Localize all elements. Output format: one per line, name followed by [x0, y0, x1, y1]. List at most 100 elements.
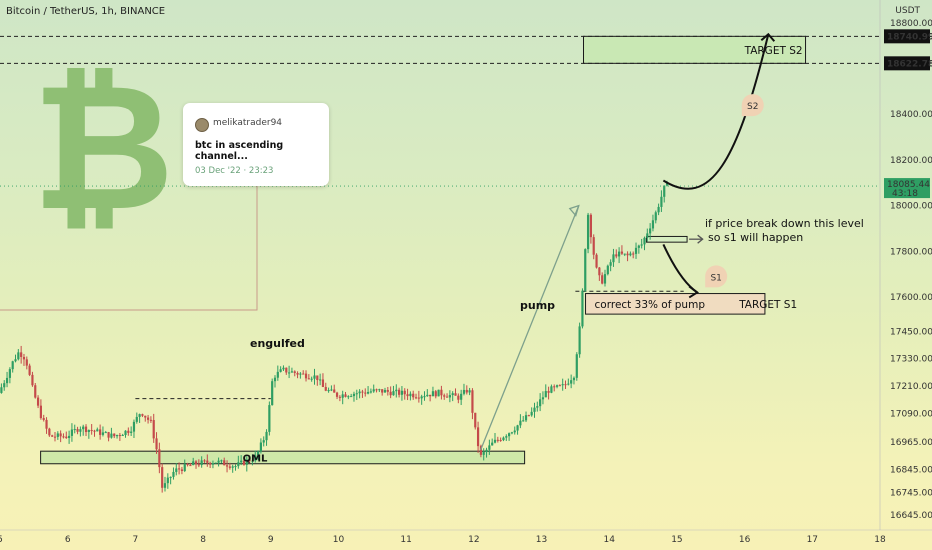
candle-body — [519, 420, 522, 426]
candle — [299, 372, 302, 379]
candle — [519, 414, 522, 429]
candle-body — [406, 394, 409, 397]
candle — [104, 430, 107, 434]
candle — [90, 424, 93, 435]
candle — [372, 384, 375, 393]
candle — [180, 466, 184, 475]
candle — [601, 272, 604, 285]
candle — [48, 427, 51, 437]
candle-body — [364, 392, 367, 394]
candle-body — [48, 428, 51, 436]
candle — [637, 244, 640, 254]
candle — [93, 429, 96, 437]
candle — [341, 390, 344, 405]
candle — [296, 371, 299, 379]
candle-body — [62, 436, 65, 438]
candle-body — [31, 374, 34, 386]
candle-body — [161, 467, 164, 488]
candle — [383, 387, 387, 393]
candle — [144, 415, 147, 422]
candle — [166, 473, 169, 489]
candle-body — [561, 384, 564, 386]
price-tick-label: 16845.00 — [890, 465, 932, 475]
qml-zone — [40, 450, 526, 465]
avatar — [195, 118, 209, 132]
candle-body — [612, 254, 615, 263]
qml-label: QML — [243, 454, 268, 465]
candle-body — [400, 390, 404, 395]
candle — [629, 251, 632, 257]
candle-body — [149, 419, 152, 421]
author-username: melikatrader94 — [213, 118, 283, 128]
candle-body — [485, 449, 488, 453]
time-tick-label: 9 — [268, 535, 274, 545]
candle-body — [643, 237, 646, 245]
candle — [223, 457, 226, 466]
candle — [307, 374, 310, 380]
candle — [152, 413, 155, 443]
candle-body — [96, 429, 99, 432]
candle-body — [426, 394, 429, 397]
candle-body — [8, 369, 11, 378]
time-tick-label: 14 — [604, 535, 616, 545]
candle — [338, 395, 341, 402]
candle — [158, 442, 161, 474]
candle — [271, 378, 274, 406]
candle — [192, 457, 195, 466]
candle — [632, 251, 635, 259]
candle — [8, 367, 11, 384]
candle — [321, 373, 325, 388]
candle-body — [389, 391, 392, 396]
candle-body — [541, 397, 545, 400]
candle — [395, 384, 398, 398]
candle — [285, 367, 288, 375]
candle-body — [169, 476, 172, 478]
chart-title: Bitcoin / TetherUS, 1h, BINANCE — [6, 6, 166, 17]
candle-body — [344, 394, 347, 397]
candle-body — [110, 433, 113, 438]
candle-body — [623, 253, 626, 255]
candle — [539, 393, 542, 412]
candle-body — [76, 429, 79, 432]
candle-body — [279, 369, 282, 372]
candle — [465, 385, 468, 395]
candle — [485, 447, 488, 458]
candle-body — [321, 379, 325, 387]
candle-body — [592, 237, 595, 255]
candle — [589, 213, 592, 244]
candle-body — [609, 262, 612, 266]
candle — [31, 371, 34, 387]
candle-body — [381, 389, 384, 393]
candle — [603, 269, 607, 287]
candle — [527, 414, 530, 417]
candle-body — [584, 249, 587, 291]
candle — [214, 462, 217, 464]
candle-body — [451, 393, 454, 396]
candle-body — [39, 405, 42, 419]
candle-body — [632, 253, 635, 255]
candle-body — [276, 371, 279, 378]
candle-body — [460, 393, 463, 400]
time-tick-label: 15 — [671, 535, 682, 545]
candle — [42, 414, 45, 422]
candle — [471, 388, 474, 420]
candle — [313, 368, 316, 385]
candle-body — [637, 245, 640, 248]
author-card[interactable]: melikatrader94 btc in ascending channel.… — [183, 103, 329, 186]
candle-body — [581, 290, 584, 327]
candle-body — [132, 421, 136, 432]
candle — [358, 389, 361, 399]
level-top-tag: 18740.99 — [887, 32, 932, 42]
candle — [217, 457, 220, 467]
candle-body — [412, 393, 415, 398]
candle — [530, 407, 533, 417]
candle-body — [3, 383, 6, 388]
candle — [417, 390, 420, 403]
target-s1-zone — [585, 293, 766, 315]
candle-body — [146, 417, 150, 420]
candle — [59, 430, 62, 443]
price-tick-label: 17330.00 — [890, 355, 932, 365]
candle-body — [304, 373, 308, 379]
candle-body — [420, 396, 423, 399]
